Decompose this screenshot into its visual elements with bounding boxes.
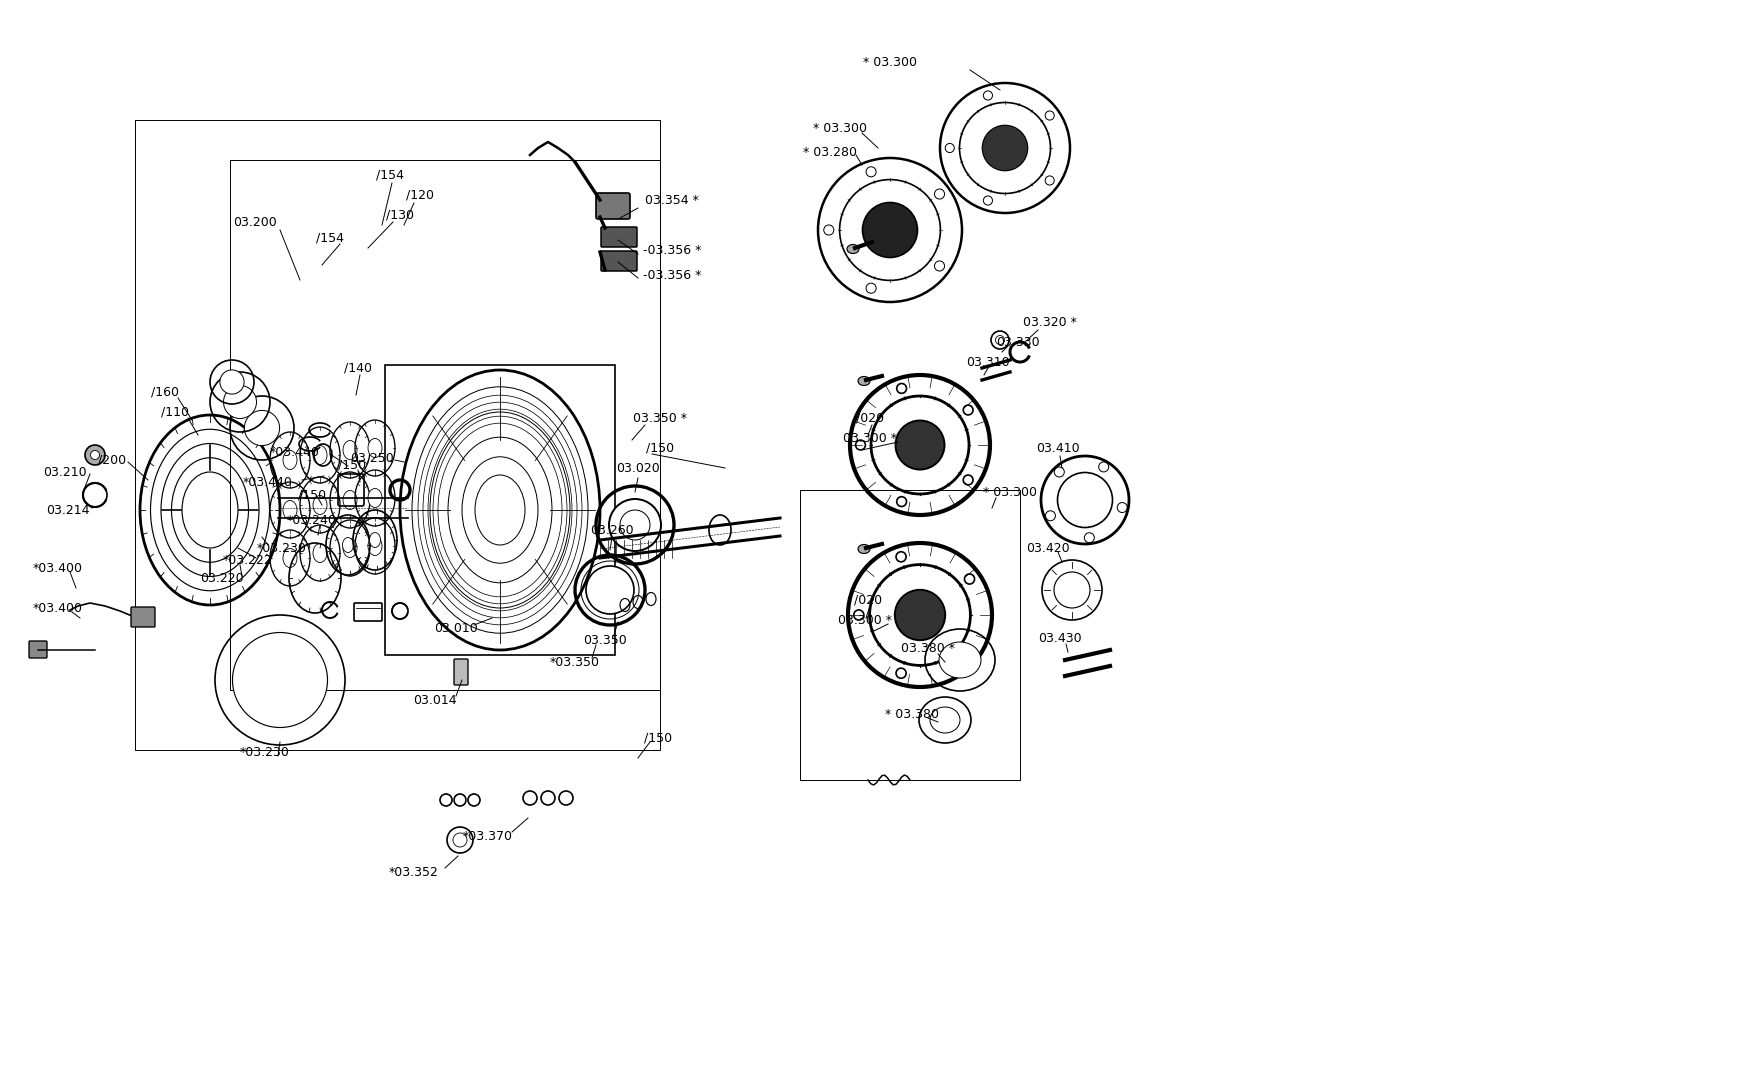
Text: /020: /020 <box>856 412 883 425</box>
Text: /150: /150 <box>297 489 325 502</box>
Ellipse shape <box>283 450 297 470</box>
Text: *03.222: *03.222 <box>223 553 273 566</box>
Text: *03.240: *03.240 <box>287 514 337 526</box>
FancyBboxPatch shape <box>30 641 47 658</box>
Text: *03.400: *03.400 <box>33 562 83 575</box>
Ellipse shape <box>223 385 256 418</box>
Text: 03.020: 03.020 <box>616 461 659 474</box>
Text: /020: /020 <box>854 594 882 607</box>
Text: * 03.300: * 03.300 <box>983 486 1036 499</box>
Ellipse shape <box>939 642 981 678</box>
Ellipse shape <box>233 632 327 728</box>
FancyBboxPatch shape <box>600 227 636 247</box>
Text: 03.330: 03.330 <box>996 336 1040 349</box>
Ellipse shape <box>243 411 280 445</box>
Ellipse shape <box>452 834 466 847</box>
Text: * 03.380: * 03.380 <box>885 707 939 720</box>
Text: * 03.300: * 03.300 <box>863 56 916 68</box>
FancyBboxPatch shape <box>454 659 468 685</box>
Ellipse shape <box>283 549 297 567</box>
Ellipse shape <box>863 202 916 258</box>
Ellipse shape <box>343 538 356 557</box>
Ellipse shape <box>857 545 870 553</box>
Text: /200: /200 <box>97 454 125 467</box>
Text: *03.440: *03.440 <box>270 445 320 459</box>
Ellipse shape <box>847 245 859 254</box>
FancyBboxPatch shape <box>596 193 630 219</box>
Text: 03.350: 03.350 <box>583 633 626 646</box>
Ellipse shape <box>864 204 915 256</box>
Ellipse shape <box>313 495 327 515</box>
Ellipse shape <box>283 501 297 520</box>
Text: /160: /160 <box>151 385 179 398</box>
Text: /150: /150 <box>645 442 673 455</box>
Ellipse shape <box>857 377 870 385</box>
Text: 03.220: 03.220 <box>200 571 243 584</box>
Ellipse shape <box>894 590 944 640</box>
Text: *03.230: *03.230 <box>240 746 290 759</box>
Ellipse shape <box>369 533 381 548</box>
Ellipse shape <box>995 336 1003 345</box>
Ellipse shape <box>85 445 104 465</box>
Ellipse shape <box>983 125 1028 171</box>
Text: * 03.300: * 03.300 <box>812 122 866 135</box>
Ellipse shape <box>343 537 353 552</box>
Text: *03.370: *03.370 <box>463 829 513 842</box>
FancyBboxPatch shape <box>600 251 636 271</box>
Ellipse shape <box>367 439 383 458</box>
Text: /154: /154 <box>376 168 403 182</box>
Text: -03.356 *: -03.356 * <box>642 244 701 257</box>
Text: 03.420: 03.420 <box>1026 541 1069 554</box>
Text: 03.214: 03.214 <box>47 504 90 517</box>
Ellipse shape <box>343 441 356 459</box>
Text: /150: /150 <box>337 459 365 472</box>
Text: 03.354 *: 03.354 * <box>645 194 699 207</box>
Ellipse shape <box>90 450 99 459</box>
Text: *03.400: *03.400 <box>33 601 83 614</box>
Text: 03.300 *: 03.300 * <box>838 613 892 627</box>
Text: 03.010: 03.010 <box>433 622 478 635</box>
Text: /150: /150 <box>643 732 671 745</box>
Text: 03.200: 03.200 <box>233 215 277 229</box>
Text: *03.350: *03.350 <box>550 656 600 669</box>
Ellipse shape <box>609 499 661 551</box>
Ellipse shape <box>367 489 383 507</box>
Ellipse shape <box>343 490 356 509</box>
Text: 03.380 *: 03.380 * <box>901 642 955 655</box>
Text: 03.350 *: 03.350 * <box>633 412 687 425</box>
FancyBboxPatch shape <box>130 607 155 627</box>
Text: 03.250: 03.250 <box>350 452 393 464</box>
Text: *03.352: *03.352 <box>390 866 438 878</box>
Ellipse shape <box>896 421 944 470</box>
Text: 03.300 *: 03.300 * <box>842 431 897 444</box>
Text: *03.440: *03.440 <box>243 475 292 489</box>
Text: /110: /110 <box>162 406 190 418</box>
Text: 03.014: 03.014 <box>412 693 457 706</box>
Text: 03.410: 03.410 <box>1036 442 1080 455</box>
Text: 03.430: 03.430 <box>1038 631 1082 644</box>
Text: 03.310: 03.310 <box>965 355 1009 368</box>
Text: /120: /120 <box>405 188 433 201</box>
Ellipse shape <box>367 536 383 555</box>
Ellipse shape <box>929 707 960 733</box>
Text: /130: /130 <box>386 209 414 221</box>
Text: 03.320 *: 03.320 * <box>1023 316 1076 328</box>
Text: *03.230: *03.230 <box>257 541 306 554</box>
Text: 03.260: 03.260 <box>590 523 633 536</box>
Ellipse shape <box>313 544 327 563</box>
Text: -03.356 *: -03.356 * <box>642 269 701 281</box>
Ellipse shape <box>313 445 327 464</box>
Ellipse shape <box>219 370 243 394</box>
Text: /154: /154 <box>316 231 344 245</box>
Text: * 03.280: * 03.280 <box>802 146 857 158</box>
Text: /140: /140 <box>344 362 372 374</box>
Text: 03.210: 03.210 <box>43 465 87 478</box>
Ellipse shape <box>586 566 633 614</box>
